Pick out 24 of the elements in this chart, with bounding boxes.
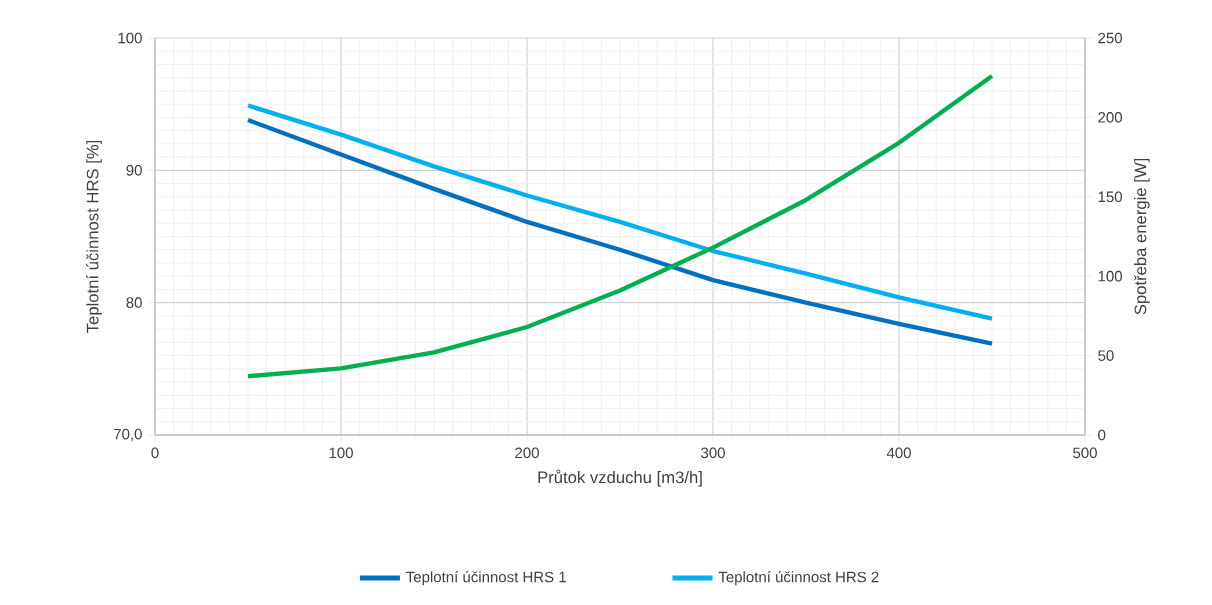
x-tick-label: 0 [151,447,159,459]
y2-tick-label: 100 [1098,270,1123,282]
line-series [245,73,995,379]
y-axis-title: Teplotní účinnost HRS [%] [86,140,102,333]
legend-label: Teplotní účinnost HRS 1 [406,571,566,586]
x-axis-title: Průtok vzduchu [m3/h] [538,469,702,487]
y2-tick-label: 200 [1098,112,1123,123]
x-tick-label: 400 [886,447,911,459]
x-tick-label: 500 [1073,447,1097,459]
line-series [245,117,995,346]
y-tick-label: 100 [118,32,142,44]
x-tick-label: 300 [701,447,725,459]
y2-tick-label: 150 [1098,191,1123,203]
x-tick-label: 100 [329,447,353,459]
y2-tick-label: 0 [1098,429,1106,441]
y2-tick-label: 50 [1098,350,1114,361]
y-tick-label: 90 [126,165,142,176]
y2-axis-title: Spotřeba energie [W] [1134,158,1150,315]
y2-tick-label: 250 [1098,32,1123,44]
x-tick-label: 200 [515,447,539,459]
y-tick-label: 70,0 [114,428,142,442]
legend-label: Teplotní účinnost HRS 2 [718,571,879,586]
y-tick-label: 80 [126,297,142,308]
line-series [245,103,995,321]
